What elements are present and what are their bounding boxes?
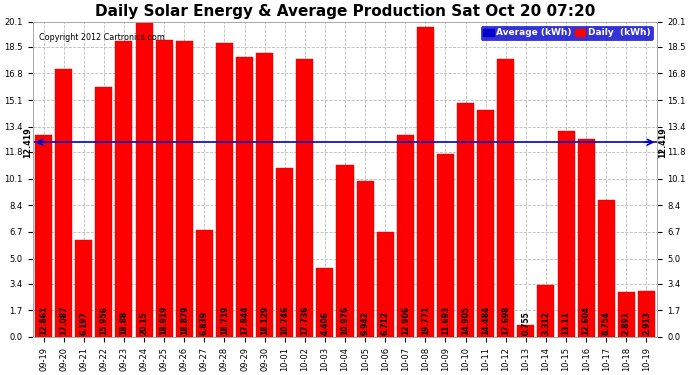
Bar [276, 168, 293, 337]
Text: 9.942: 9.942 [361, 311, 370, 334]
Text: 6.197: 6.197 [79, 310, 88, 334]
Bar [457, 103, 474, 337]
Text: 18.719: 18.719 [220, 305, 229, 334]
Bar [337, 165, 353, 337]
Text: 3.312: 3.312 [542, 311, 551, 334]
Text: 8.754: 8.754 [602, 310, 611, 334]
Text: 0.755: 0.755 [522, 311, 531, 334]
Text: 10.976: 10.976 [340, 305, 350, 334]
Bar [538, 285, 555, 337]
Text: 2.913: 2.913 [642, 311, 651, 334]
Text: 10.746: 10.746 [280, 305, 289, 334]
Text: 18.88: 18.88 [119, 310, 128, 334]
Text: 13.11: 13.11 [562, 311, 571, 334]
Text: 6.712: 6.712 [381, 310, 390, 334]
Bar [357, 181, 374, 337]
Text: 18.129: 18.129 [260, 305, 269, 334]
Text: 18.919: 18.919 [159, 305, 168, 334]
Text: 20.15: 20.15 [139, 311, 148, 334]
Text: 6.839: 6.839 [200, 310, 209, 334]
Text: 18.879: 18.879 [179, 305, 189, 334]
Text: 17.087: 17.087 [59, 305, 68, 334]
Bar [236, 57, 253, 337]
Bar [437, 154, 454, 337]
Bar [638, 291, 655, 337]
Bar [256, 53, 273, 337]
Text: 12.419: 12.419 [658, 127, 667, 158]
Text: Copyright 2012 Cartronics.com: Copyright 2012 Cartronics.com [39, 33, 165, 42]
Bar [518, 325, 534, 337]
Bar [176, 41, 193, 337]
Text: 17.698: 17.698 [501, 305, 511, 334]
Bar [316, 268, 333, 337]
Text: 11.693: 11.693 [441, 306, 450, 334]
Bar [95, 87, 112, 337]
Text: 2.891: 2.891 [622, 310, 631, 334]
Text: 12.419: 12.419 [23, 127, 32, 158]
Bar [497, 59, 514, 337]
Bar [417, 27, 434, 337]
Text: 17.844: 17.844 [240, 305, 249, 334]
Bar [558, 131, 575, 337]
Text: 12.604: 12.604 [582, 306, 591, 334]
Bar [578, 139, 595, 337]
Text: 14.484: 14.484 [481, 305, 490, 334]
Bar [156, 40, 172, 337]
Bar [216, 44, 233, 337]
Bar [618, 292, 635, 337]
Bar [35, 135, 52, 337]
Text: 12.906: 12.906 [401, 306, 410, 334]
Bar [75, 240, 92, 337]
Bar [477, 110, 494, 337]
Bar [55, 69, 72, 337]
Legend: Average (kWh), Daily  (kWh): Average (kWh), Daily (kWh) [480, 26, 653, 40]
Text: 15.956: 15.956 [99, 306, 108, 334]
Bar [115, 41, 132, 337]
Bar [397, 135, 414, 337]
Bar [196, 230, 213, 337]
Bar [296, 59, 313, 337]
Title: Daily Solar Energy & Average Production Sat Oct 20 07:20: Daily Solar Energy & Average Production … [95, 4, 595, 19]
Bar [377, 232, 394, 337]
Text: 14.905: 14.905 [461, 306, 470, 334]
Bar [135, 21, 152, 337]
Text: 19.771: 19.771 [421, 305, 430, 334]
Text: 4.406: 4.406 [320, 311, 329, 334]
Text: 12.861: 12.861 [39, 305, 48, 334]
Text: 17.736: 17.736 [300, 305, 309, 334]
Bar [598, 200, 615, 337]
